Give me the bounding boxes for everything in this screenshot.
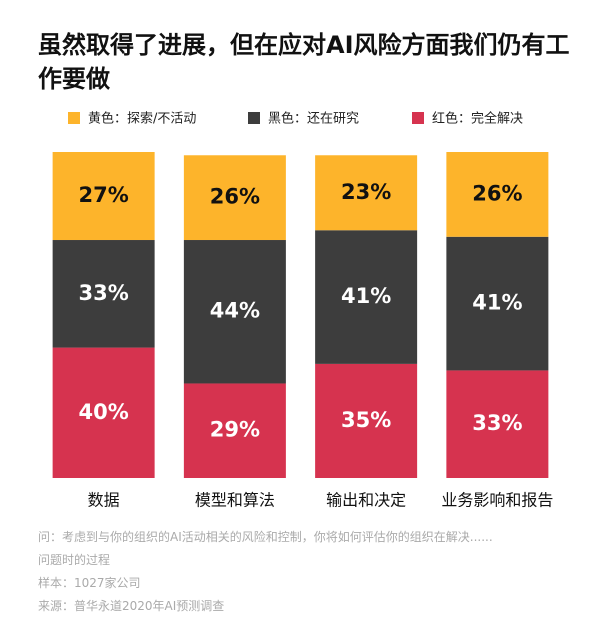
value-label: 23% <box>341 180 391 204</box>
x-tick-label: 业务影响和报告 <box>441 491 553 510</box>
legend-label: 黑色：还在研究 <box>268 111 359 127</box>
bar-segment <box>315 363 418 478</box>
footnotes: 问：考虑到与你的组织的AI活动相关的风险和控制，你将如何评估你的组织在解决...… <box>38 526 578 618</box>
value-label: 44% <box>210 299 260 323</box>
bar-segment <box>315 230 418 364</box>
bar-segment <box>52 152 155 241</box>
value-label: 26% <box>472 181 522 205</box>
legend-swatch <box>68 112 80 124</box>
bar-segment <box>446 152 549 237</box>
value-label: 41% <box>472 291 522 315</box>
value-label: 40% <box>78 400 128 424</box>
value-label: 27% <box>78 183 128 207</box>
bar-segment <box>446 236 549 371</box>
bar-segment <box>446 370 549 478</box>
value-label: 29% <box>210 418 260 442</box>
footnote: 来源：普华永道2020年AI预测调查 <box>38 599 225 613</box>
bar-segment <box>52 347 155 478</box>
footnote: 样本：1027家公司 <box>38 576 141 590</box>
x-tick-label: 模型和算法 <box>195 491 275 510</box>
value-label: 35% <box>341 408 391 432</box>
footnote: 问：考虑到与你的组织的AI活动相关的风险和控制，你将如何评估你的组织在解决...… <box>38 530 493 544</box>
legend-label: 黄色：探索/不活动 <box>88 111 196 127</box>
value-label: 33% <box>78 281 128 305</box>
value-label: 26% <box>210 185 260 209</box>
bar-segment <box>52 240 155 348</box>
legend-swatch <box>412 112 424 124</box>
bar-segment <box>183 383 286 478</box>
bar-segment <box>315 155 418 231</box>
bar-segment <box>183 155 286 241</box>
x-tick-label: 输出和决定 <box>326 491 406 510</box>
footnote: 问题时的过程 <box>38 553 111 567</box>
chart-title: 虽然取得了进展，但在应对AI风险方面我们仍有工作要做 <box>38 31 570 93</box>
bar-segment <box>183 240 286 384</box>
legend-swatch <box>248 112 260 124</box>
value-label: 41% <box>341 284 391 308</box>
x-tick-label: 数据 <box>88 491 120 510</box>
value-label: 33% <box>472 411 522 435</box>
legend-label: 红色：完全解决 <box>432 111 523 127</box>
